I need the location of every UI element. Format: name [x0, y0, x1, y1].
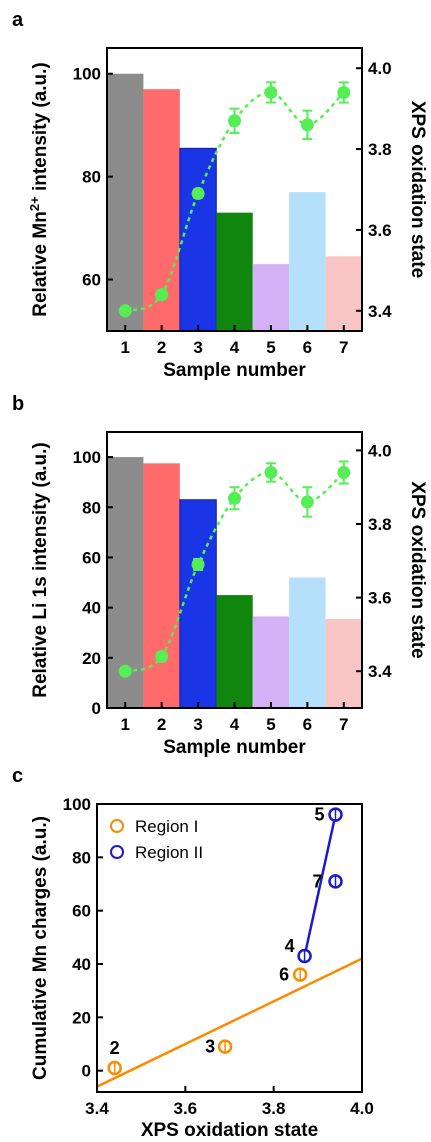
x-tick-label: 7 [339, 715, 348, 734]
bar-7 [325, 618, 362, 708]
fit-line-2 [303, 814, 337, 957]
x-tick-label: 3.6 [174, 1099, 198, 1118]
panel-letter: c [12, 765, 23, 787]
point-label-7: 7 [312, 871, 322, 891]
x-axis-title: Sample number [163, 737, 306, 758]
y2-tick-label: 4.0 [368, 59, 392, 78]
panel-b: b 0 20 40 60 80 100 3.4 3.6 3.8 4.0 1 2 3 4 5 6 7 Sample n… [12, 393, 428, 758]
y-tick-label: 0 [82, 1062, 91, 1081]
oxidation-point-1 [118, 664, 132, 678]
y2-tick-label: 3.4 [368, 302, 392, 321]
oxidation-point-5 [264, 465, 278, 479]
bar-7 [325, 256, 362, 331]
x-tick-label: 2 [157, 715, 166, 734]
y-tick-label: 100 [73, 448, 101, 467]
point-label-6: 6 [279, 965, 289, 985]
y-tick-label: 100 [73, 65, 101, 84]
legend-marker [110, 845, 124, 859]
bar-5 [252, 616, 290, 708]
y2-tick-label: 3.6 [368, 589, 392, 608]
y-tick-label: 100 [63, 795, 91, 814]
point-label-5: 5 [314, 805, 324, 825]
y-tick-label: 20 [82, 649, 101, 668]
x-tick-label: 6 [303, 715, 312, 734]
x-tick-label: 4 [230, 715, 240, 734]
x-tick-label: 5 [266, 715, 275, 734]
oxidation-point-4 [228, 491, 241, 505]
x-axis-title: XPS oxidation state [141, 1120, 318, 1141]
panel-c: c 2 3 6 4 7 5 0 20 40 60 80 100 3.4 3.6 3.8 4.0 XPS oxida… [12, 765, 374, 1141]
y-tick-label: 0 [92, 699, 101, 718]
panel-letter: a [12, 9, 24, 31]
oxidation-point-3 [191, 187, 205, 201]
oxidation-point-7 [337, 85, 351, 99]
y2-tick-label: 3.4 [368, 662, 392, 681]
bar-4 [216, 212, 253, 331]
y-tick-label: 80 [72, 848, 91, 867]
point-label-4: 4 [285, 936, 295, 956]
oxidation-point-7 [337, 465, 351, 479]
y-tick-label: 40 [82, 599, 101, 618]
bar-1 [107, 73, 144, 332]
y-tick-label: 80 [82, 168, 101, 187]
bar-4 [216, 595, 253, 708]
y2-tick-label: 4.0 [368, 441, 392, 460]
y2-axis-title: XPS oxidation state [407, 481, 428, 658]
y-tick-label: 60 [72, 902, 91, 921]
x-tick-label: 4.0 [350, 1099, 374, 1118]
x-tick-label: 2 [157, 338, 166, 357]
y-axis-title-part: Relative Mn [30, 211, 51, 317]
y-axis-title-part: Relative Li 1s intensity (a.u.) [30, 442, 51, 698]
panel-letter: b [12, 393, 24, 415]
point-label-2: 2 [110, 1038, 120, 1058]
point-label-3: 3 [205, 1037, 215, 1057]
y2-tick-label: 3.6 [368, 221, 392, 240]
y-tick-label: 20 [72, 1008, 91, 1027]
bar-3 [179, 147, 217, 332]
x-tick-label: 3.8 [262, 1099, 286, 1118]
y2-axis-title: XPS oxidation state [407, 101, 428, 278]
oxidation-point-1 [118, 304, 132, 318]
bar-6 [289, 192, 326, 331]
y-axis-title-part: intensity (a.u.) [30, 62, 51, 196]
legend-label: Region II [135, 843, 203, 862]
y-axis-title: Cumulative Mn charges (a.u.) [30, 816, 51, 1080]
oxidation-point-6 [300, 118, 314, 132]
legend-label: Region I [135, 817, 198, 836]
x-tick-label: 7 [339, 338, 348, 357]
oxidation-point-2 [155, 649, 169, 663]
oxidation-point-5 [264, 85, 278, 99]
y-axis-title: Relative Li 1s intensity (a.u.) [30, 442, 51, 698]
y2-tick-label: 3.8 [368, 140, 392, 159]
y-tick-label: 60 [82, 271, 101, 290]
y-axis-title: Relative Mn2+ intensity (a.u.) [27, 62, 52, 317]
x-tick-label: 3 [193, 715, 202, 734]
legend-marker [110, 819, 124, 833]
x-tick-label: 3 [193, 338, 202, 357]
x-tick-label: 3.4 [85, 1099, 109, 1118]
x-tick-label: 1 [120, 715, 129, 734]
oxidation-point-2 [155, 288, 169, 302]
bar-3 [179, 499, 217, 709]
panel-a: a 60 80 100 3.4 3.6 3.8 4.0 1 2 3 4 5 6 7 Sample number… [12, 9, 428, 381]
bar-2 [143, 463, 180, 708]
y-tick-label: 80 [82, 498, 101, 517]
plot-frame [96, 803, 363, 1093]
oxidation-point-6 [300, 495, 314, 509]
oxidation-point-3 [191, 557, 205, 571]
x-tick-label: 1 [120, 338, 129, 357]
y-tick-label: 40 [72, 955, 91, 974]
y-axis-title-part: 2+ [27, 196, 42, 211]
fit-line-1 [97, 957, 362, 1088]
bar-6 [289, 577, 326, 708]
y2-tick-label: 3.8 [368, 515, 392, 534]
bar-5 [252, 264, 290, 331]
x-axis-title: Sample number [163, 360, 306, 381]
x-tick-label: 4 [230, 338, 240, 357]
y-tick-label: 60 [82, 548, 101, 567]
x-tick-label: 5 [266, 338, 275, 357]
x-tick-label: 6 [303, 338, 312, 357]
oxidation-point-4 [228, 114, 241, 128]
